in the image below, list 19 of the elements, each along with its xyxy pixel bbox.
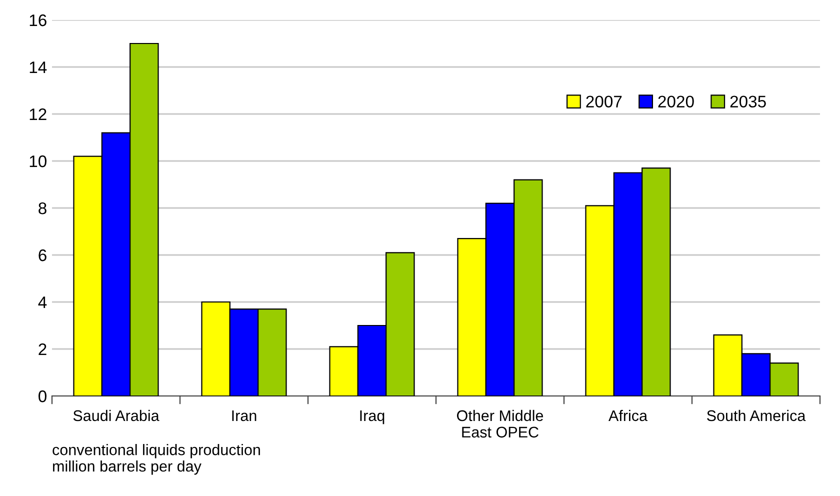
y-tick-label: 6 bbox=[38, 249, 46, 262]
x-tick-label: Iraq bbox=[360, 410, 384, 424]
y-tick-label: 14 bbox=[30, 62, 47, 74]
x-tick-label: Other Middle East OPEC bbox=[456, 410, 544, 438]
x-tick-label: Iran bbox=[232, 410, 256, 422]
y-tick-label: 8 bbox=[38, 202, 46, 214]
y-tick-label: 12 bbox=[30, 108, 46, 120]
text: conventional liquids production million barrels per day bbox=[52, 444, 260, 475]
x-tick-label: South America bbox=[707, 410, 806, 422]
y-tick-label: 16 bbox=[30, 14, 46, 26]
y-tick-label: 4 bbox=[38, 296, 47, 308]
legend-label: 2007 bbox=[586, 96, 622, 108]
y-tick-label: 10 bbox=[30, 155, 46, 168]
y-tick-label: 2 bbox=[38, 343, 46, 356]
legend-label: 2035 bbox=[730, 96, 766, 108]
legend-label: 2020 bbox=[658, 96, 694, 108]
x-tick-label: Africa bbox=[608, 410, 648, 422]
y-tick-label: 0 bbox=[38, 390, 46, 402]
x-tick-label: Saudi Arabia bbox=[73, 410, 160, 422]
